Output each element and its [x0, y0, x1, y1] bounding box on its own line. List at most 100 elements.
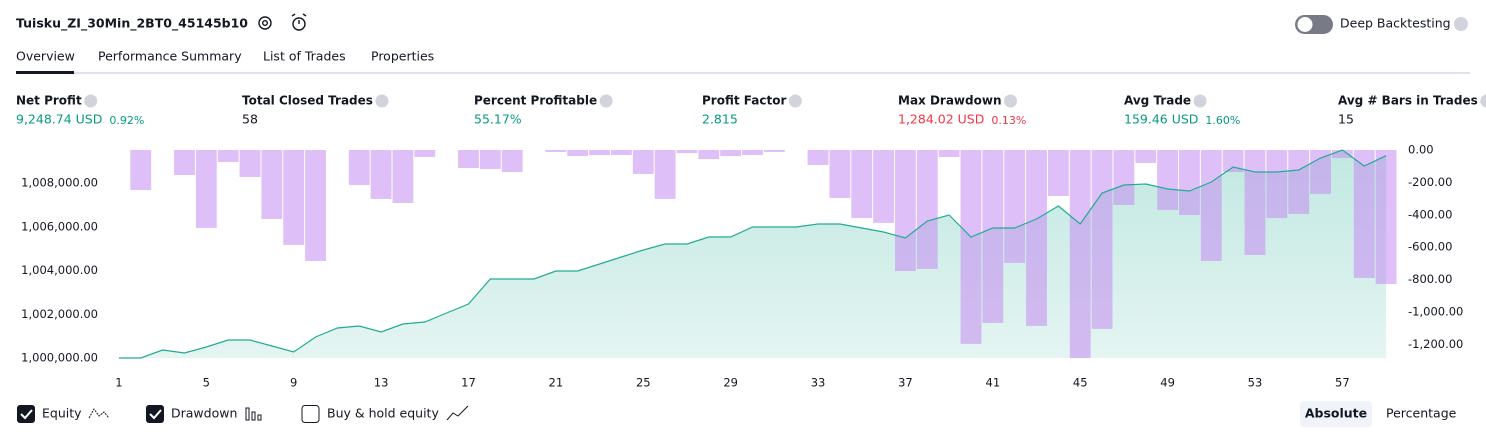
x-tick-label: 45	[1073, 376, 1088, 390]
drawdown-bar	[283, 150, 305, 245]
drawdown-bar	[1113, 150, 1135, 205]
drawdown-bar	[742, 150, 763, 156]
drawdown-bar	[545, 150, 567, 152]
legend-icon	[88, 408, 110, 419]
percentage-button[interactable]: Percentage	[1386, 406, 1457, 421]
drawdown-bar	[414, 150, 436, 157]
info-icon	[1480, 94, 1486, 108]
checkbox[interactable]	[301, 405, 320, 423]
metric-label: Max Drawdown	[898, 94, 1001, 108]
x-tick-label: 57	[1335, 376, 1350, 390]
legend-icon	[446, 405, 469, 421]
drawdown-bar	[392, 150, 414, 203]
drawdown-bar	[239, 150, 261, 178]
y2-tick-label: -1,200.00	[1408, 337, 1463, 351]
drawdown-bar	[895, 150, 916, 272]
info-icon	[788, 94, 802, 108]
drawdown-bar	[807, 150, 829, 166]
drawdown-bar	[632, 150, 654, 174]
metric-value: 55.17%	[474, 112, 522, 127]
drawdown-bar	[1091, 150, 1113, 329]
toggle-knob	[1297, 17, 1313, 32]
x-tick-label: 9	[290, 376, 297, 390]
drawdown-bar	[610, 150, 632, 156]
alert-icon[interactable]	[291, 13, 307, 31]
x-tick-label: 33	[811, 376, 826, 390]
info-icon	[84, 94, 98, 108]
drawdown-bar	[916, 150, 938, 269]
info-icon	[1003, 94, 1017, 108]
drawdown-bar	[1310, 150, 1331, 194]
drawdown-bar	[1266, 150, 1288, 219]
y-tick-label: 1,006,000.00	[21, 219, 98, 233]
chart: 1,000,000.00 1,002,000.00 1,004,000.00 1,00…	[21, 143, 1463, 390]
drawdown-bar	[589, 150, 610, 156]
y2-tick-label: -200.00	[1408, 175, 1452, 189]
x-tick-label: 29	[723, 376, 738, 390]
tab[interactable]: List of Trades	[263, 49, 346, 64]
check	[149, 409, 162, 420]
y-tick-label: 1,002,000.00	[21, 307, 98, 321]
x-tick-label: 5	[203, 376, 210, 390]
info-icon	[1193, 94, 1207, 108]
legend: Equity Drawdown Buy & hold equity	[17, 405, 469, 423]
drawdown-bar	[1331, 150, 1353, 158]
equity-line	[118, 149, 1387, 359]
metric-label: Total Closed Trades	[242, 94, 373, 108]
y2-tick-label: -400.00	[1408, 207, 1452, 221]
metric-label: Profit Factor	[702, 94, 786, 108]
checkbox[interactable]	[146, 405, 164, 423]
help-icon[interactable]	[1454, 17, 1468, 31]
metric-label: Avg # Bars in Trades	[1338, 94, 1478, 108]
absolute-label: Absolute	[1305, 406, 1367, 421]
legend-icon	[245, 407, 262, 421]
metric-change: 1.60%	[1205, 114, 1240, 127]
metric-value: 15	[1338, 112, 1354, 127]
metric-label: Net Profit	[16, 94, 82, 108]
drawdown-bar	[1244, 150, 1266, 255]
y-tick-label: 1,008,000.00	[21, 176, 98, 190]
info-icon	[375, 94, 389, 108]
tab[interactable]: Properties	[371, 49, 434, 64]
drawdown-bar	[829, 150, 851, 198]
deep-backtesting-label[interactable]: Deep Backtesting	[1340, 16, 1451, 31]
drawdown-bar	[1353, 150, 1375, 278]
drawdown-bar	[1157, 150, 1179, 210]
check	[20, 409, 33, 420]
x-tick-label: 25	[636, 376, 651, 390]
drawdown-bar	[1026, 150, 1047, 326]
x-tick-label: 17	[461, 376, 476, 390]
drawdown-bar	[348, 150, 370, 185]
drawdown-bar	[1288, 150, 1310, 214]
drawdown-bar	[982, 150, 1004, 323]
x-tick-label: 53	[1248, 376, 1263, 390]
y2-tick-label: -1,000.00	[1408, 304, 1463, 318]
drawdown-bar	[938, 150, 960, 157]
legend-label: Equity	[42, 406, 82, 421]
drawdown-bar	[501, 150, 523, 173]
drawdown-bar	[1135, 150, 1157, 163]
settings-icon[interactable]	[258, 16, 272, 30]
x-tick-label: 49	[1160, 376, 1175, 390]
drawdown-bar	[1004, 150, 1026, 263]
absolute-button[interactable]	[1300, 401, 1372, 427]
drawdown-bar	[370, 150, 392, 199]
tab[interactable]: Overview	[16, 49, 75, 64]
drawdown-bar	[174, 150, 195, 175]
drawdown-bar	[567, 150, 589, 156]
metric-value: 58	[242, 112, 258, 127]
x-tick-label: 1	[115, 376, 122, 390]
drawdown-bar	[1200, 150, 1222, 261]
drawdown-bar	[130, 150, 152, 191]
drawdown-bar	[1069, 150, 1091, 358]
drawdown-bar	[1179, 150, 1200, 215]
x-tick-label: 41	[986, 376, 1001, 390]
info-icon	[599, 94, 613, 108]
x-tick-label: 21	[549, 376, 564, 390]
tab[interactable]: Performance Summary	[98, 49, 242, 64]
metric-change: 0.13%	[991, 114, 1026, 127]
drawdown-bar	[1375, 150, 1397, 284]
checkbox[interactable]	[17, 405, 35, 423]
drawdown-bar	[720, 150, 742, 156]
